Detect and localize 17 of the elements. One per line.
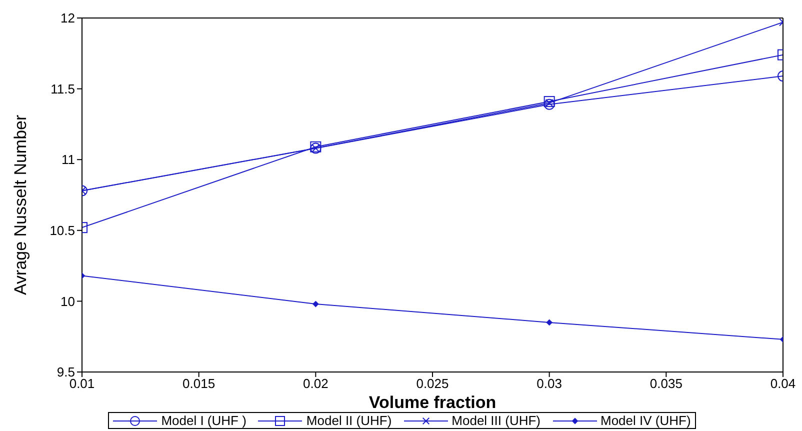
legend-label: Model I (UHF )	[161, 413, 246, 428]
y-tick-label: 10	[60, 294, 75, 309]
x-axis-title: Volume fraction	[368, 393, 496, 412]
y-tick-label: 11.5	[50, 81, 75, 96]
y-tick-label: 12	[60, 10, 75, 26]
y-axis-title: Avrage Nusselt Number	[11, 114, 30, 295]
x-tick-label: 0.04	[770, 376, 796, 392]
x-tick-label: 0.015	[182, 376, 216, 392]
x-tick-label: 0.035	[650, 376, 682, 392]
legend-label: Model IV (UHF)	[600, 413, 691, 428]
legend-label: Model II (UHF)	[306, 413, 392, 428]
y-tick-label: 10.5	[50, 223, 75, 238]
x-tick-label: 0.02	[303, 376, 328, 392]
legend-label: Model III (UHF)	[452, 413, 540, 428]
x-tick-label: 0.03	[536, 376, 562, 392]
y-tick-label: 11	[62, 152, 75, 168]
x-tick-label: 0.025	[416, 376, 449, 392]
